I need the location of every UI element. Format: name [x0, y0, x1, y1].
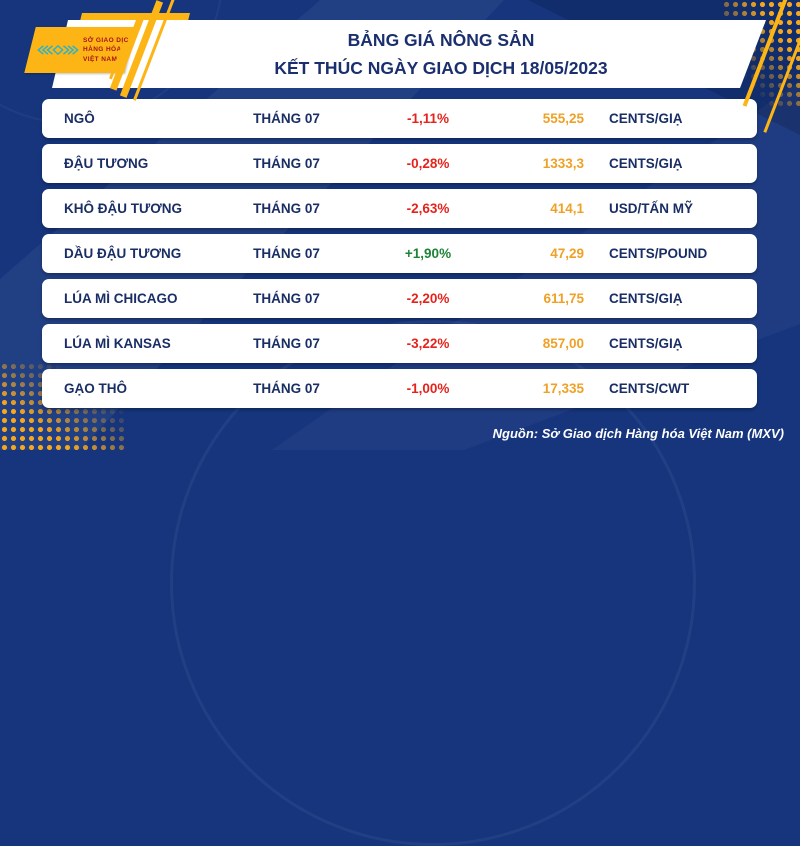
table-row: DẦU ĐẬU TƯƠNG THÁNG 07 +1,90% 47,29 CENT…	[42, 234, 757, 273]
percent-change: -2,20%	[406, 291, 450, 306]
contract-month: THÁNG 07	[253, 336, 320, 351]
percent-change: -1,00%	[406, 381, 450, 396]
title-line-2: KẾT THÚC NGÀY GIAO DỊCH 18/05/2023	[274, 58, 608, 78]
price-unit: USD/TẤN MỸ	[609, 201, 693, 216]
price-unit: CENTS/GIẠ	[609, 291, 683, 306]
commodity-name: NGÔ	[64, 111, 95, 126]
commodity-name: LÚA MÌ KANSAS	[64, 336, 171, 351]
price-unit: CENTS/GIẠ	[609, 156, 683, 171]
commodity-name: LÚA MÌ CHICAGO	[64, 291, 178, 306]
logo-org-name: SỞ GIAO DỊCH HÀNG HÓA VIỆT NAM	[83, 36, 134, 63]
commodity-name: GẠO THÔ	[64, 381, 127, 396]
percent-change: -3,22%	[406, 336, 450, 351]
price-unit: CENTS/GIẠ	[609, 336, 683, 351]
price-value: 857,00	[542, 336, 584, 351]
page-title: BẢNG GIÁ NÔNG SẢN KẾT THÚC NGÀY GIAO DỊC…	[248, 26, 634, 82]
logo-org-line: HÀNG HÓA	[83, 46, 122, 54]
percent-change: -0,28%	[406, 156, 450, 171]
table-row: NGÔ THÁNG 07 -1,11% 555,25 CENTS/GIẠ	[42, 99, 757, 138]
contract-month: THÁNG 07	[253, 201, 320, 216]
commodity-name: DẦU ĐẬU TƯƠNG	[64, 246, 182, 261]
table-row: KHÔ ĐẬU TƯƠNG THÁNG 07 -2,63% 414,1 USD/…	[42, 189, 757, 228]
price-unit: CENTS/CWT	[609, 381, 690, 396]
percent-change: -1,11%	[406, 111, 450, 126]
contract-month: THÁNG 07	[253, 291, 320, 306]
mxv-chevrons-icon	[37, 44, 79, 56]
mxv-logo: SỞ GIAO DỊCH HÀNG HÓA VIỆT NAM	[33, 27, 133, 73]
commodity-name: ĐẬU TƯƠNG	[64, 156, 149, 171]
table-row: ĐẬU TƯƠNG THÁNG 07 -0,28% 1333,3 CENTS/G…	[42, 144, 757, 183]
table-row: LÚA MÌ CHICAGO THÁNG 07 -2,20% 611,75 CE…	[42, 279, 757, 318]
price-unit: CENTS/POUND	[609, 246, 708, 261]
price-table: NGÔ THÁNG 07 -1,11% 555,25 CENTS/GIẠ ĐẬU…	[42, 99, 757, 414]
table-row: LÚA MÌ KANSAS THÁNG 07 -3,22% 857,00 CEN…	[42, 324, 757, 363]
contract-month: THÁNG 07	[253, 156, 320, 171]
logo-org-line: VIỆT NAM	[83, 55, 118, 63]
source-note: Nguồn: Sở Giao dịch Hàng hóa Việt Nam (M…	[492, 426, 784, 441]
logo-org-line: SỞ GIAO DỊCH	[83, 37, 134, 45]
title-line-1: BẢNG GIÁ NÔNG SẢN	[347, 30, 535, 50]
price-value: 17,335	[542, 381, 584, 396]
header-banner	[52, 20, 766, 88]
price-value: 555,25	[542, 111, 584, 126]
price-value: 47,29	[550, 246, 584, 261]
contract-month: THÁNG 07	[253, 111, 320, 126]
table-row: GẠO THÔ THÁNG 07 -1,00% 17,335 CENTS/CWT	[42, 369, 757, 408]
percent-change: -2,63%	[406, 201, 450, 216]
contract-month: THÁNG 07	[253, 381, 320, 396]
price-value: 414,1	[550, 201, 584, 216]
contract-month: THÁNG 07	[253, 246, 320, 261]
percent-change: +1,90%	[404, 246, 452, 261]
commodity-name: KHÔ ĐẬU TƯƠNG	[64, 201, 182, 216]
price-value: 1333,3	[542, 156, 584, 171]
price-value: 611,75	[543, 291, 584, 306]
price-unit: CENTS/GIẠ	[609, 111, 683, 126]
